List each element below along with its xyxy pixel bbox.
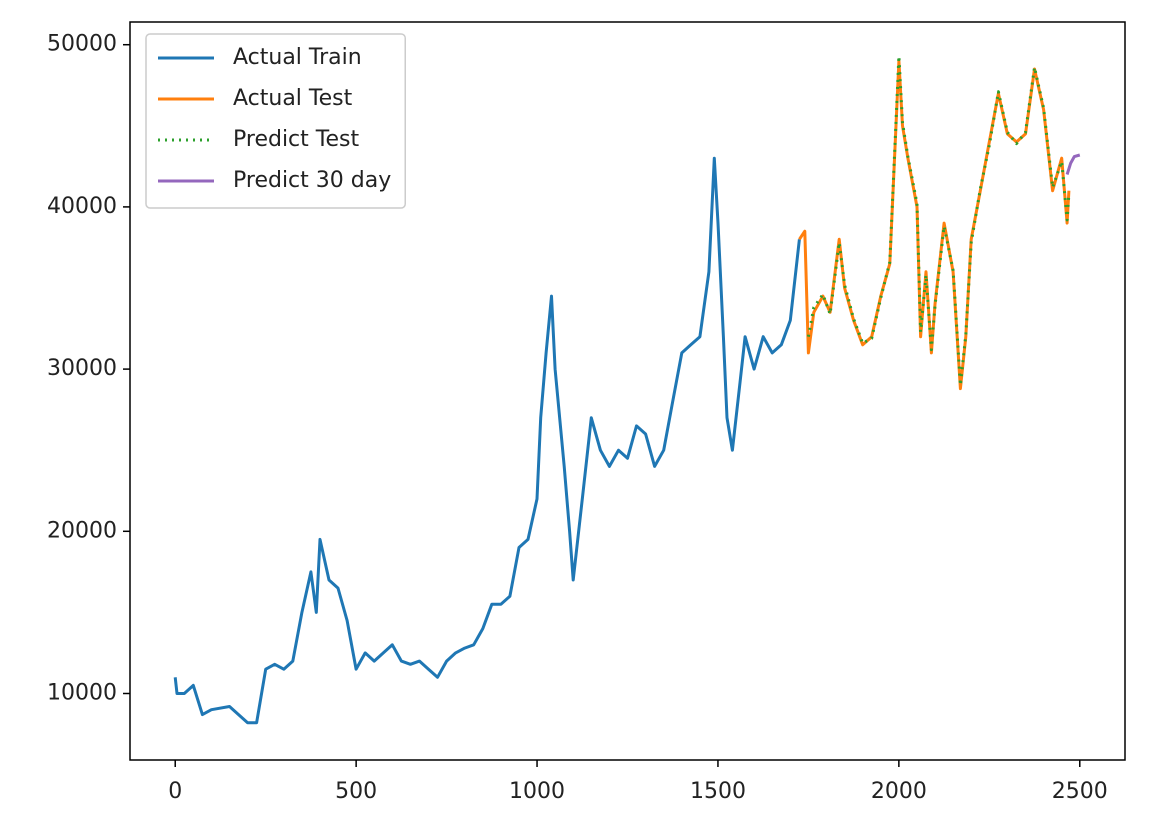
series-line [173, 156, 801, 725]
y-tick-label: 40000 [47, 194, 117, 219]
x-tick-label: 1000 [509, 779, 565, 804]
legend-label: Actual Train [233, 45, 362, 70]
legend-label: Predict Test [233, 127, 359, 152]
x-tick-label: 2000 [871, 779, 927, 804]
x-tick-label: 0 [168, 779, 182, 804]
series-line [798, 59, 1071, 391]
y-tick-label: 20000 [47, 518, 117, 543]
legend-box [145, 33, 406, 209]
series-line [1065, 153, 1081, 175]
legend-label: Predict 30 day [233, 168, 391, 193]
legend-label: Actual Test [233, 86, 353, 111]
x-tick-label: 500 [335, 779, 377, 804]
x-tick-label: 2500 [1052, 779, 1108, 804]
axes-frame [129, 21, 1126, 761]
y-tick-label: 10000 [47, 680, 117, 705]
y-tick-label: 30000 [47, 356, 117, 381]
x-tick-label: 1500 [690, 779, 746, 804]
y-tick-label: 50000 [47, 32, 117, 57]
series-line [806, 54, 1071, 387]
